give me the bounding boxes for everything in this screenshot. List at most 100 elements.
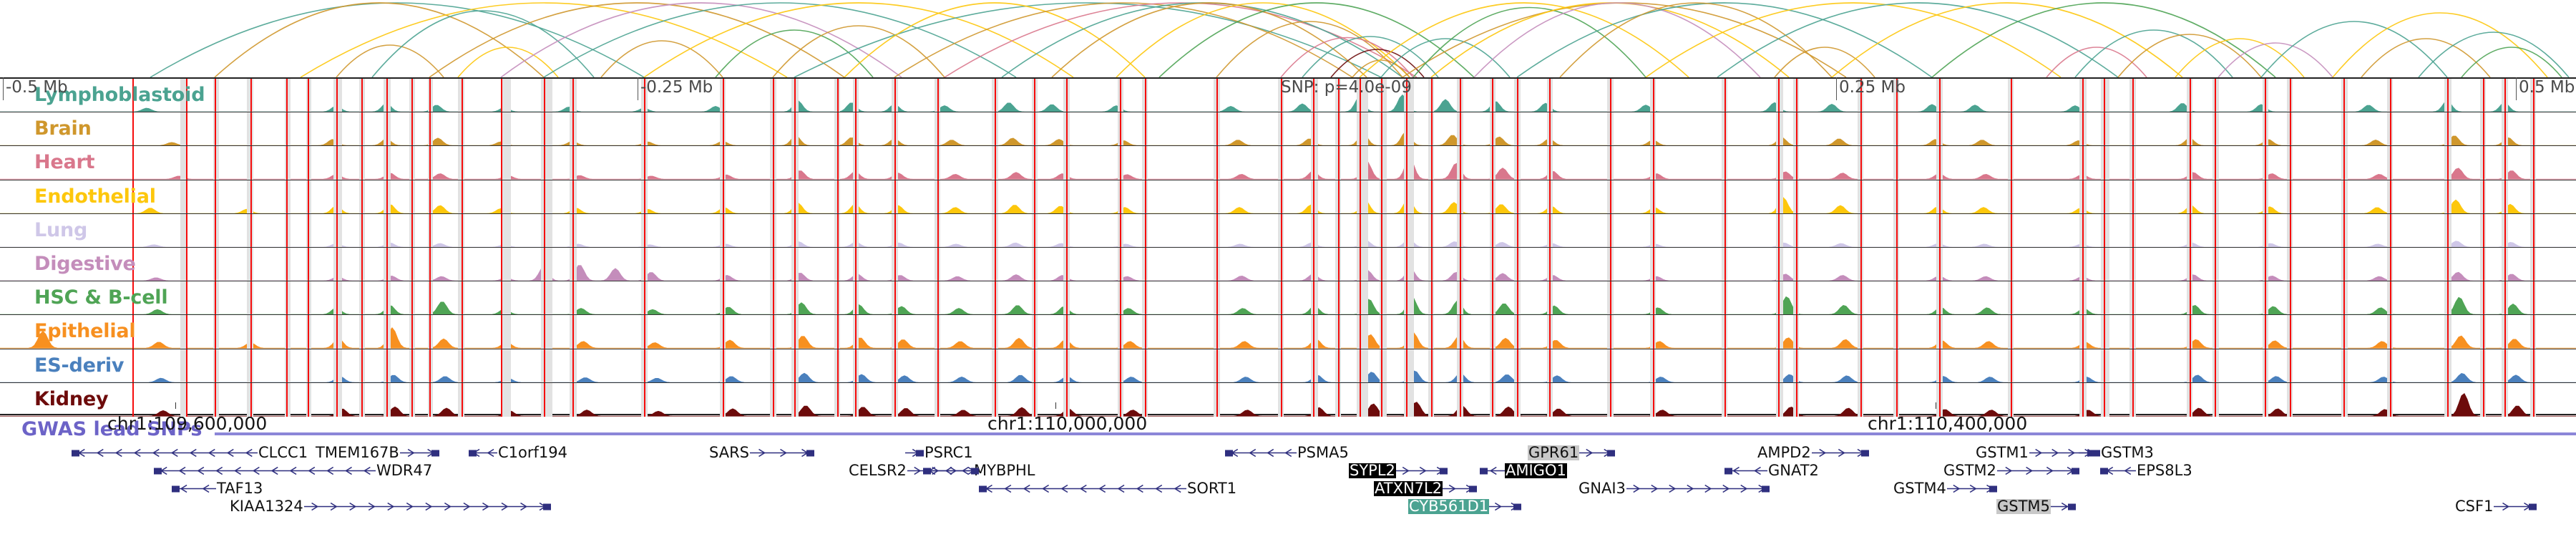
snp-marker (1492, 315, 1493, 349)
snp-marker (1216, 180, 1218, 213)
gene-annotation[interactable]: SYPL2 (1349, 462, 1448, 480)
snp-marker (336, 180, 338, 213)
snp-marker (2082, 281, 2084, 315)
snp-marker (1796, 112, 1797, 146)
snp-marker (132, 247, 134, 281)
gene-annotation[interactable]: ATXN7L2 (1374, 480, 1478, 498)
gene-body (1225, 448, 1297, 458)
snp-marker (308, 349, 309, 382)
highlight-column (1311, 315, 1318, 349)
gene-name-label: GPR61 (1528, 444, 1580, 461)
snp-marker (361, 79, 363, 112)
gene-annotation[interactable]: GNAT2 (1724, 462, 1820, 480)
snp-marker (1313, 180, 1314, 213)
snp-marker (1492, 247, 1493, 281)
snp-marker (429, 349, 431, 382)
snp-marker (2504, 281, 2506, 315)
snp-marker (336, 315, 338, 349)
snp-marker (2533, 146, 2534, 180)
snp-marker (1796, 382, 1797, 417)
loop-arc (2074, 29, 2233, 77)
snp-marker (855, 180, 857, 213)
snp-marker (794, 349, 796, 382)
snp-marker (2447, 349, 2449, 382)
track-label: Endothelial (34, 185, 156, 208)
snp-marker (2215, 180, 2216, 213)
snp-marker (2132, 146, 2134, 180)
gene-annotation[interactable]: EPS8L3 (2100, 462, 2193, 480)
snp-marker (2082, 247, 2084, 281)
snp-marker (894, 146, 896, 180)
loop-arc (371, 10, 595, 77)
gene-annotation[interactable]: CELSR2 (848, 462, 979, 480)
gene-annotation[interactable]: GSTM4 (1893, 480, 1997, 498)
snp-marker (336, 247, 338, 281)
gene-annotation[interactable]: GNAI3 (1578, 480, 1770, 498)
snp-marker (2504, 180, 2506, 213)
gene-annotation[interactable]: C1orf194 (469, 444, 568, 462)
snp-marker (837, 349, 839, 382)
gene-annotation[interactable]: CSF1 (2454, 498, 2537, 516)
snp-marker (1360, 79, 1361, 112)
snp-marker (2390, 180, 2391, 213)
gene-strand-track (399, 448, 439, 458)
snp-marker (2132, 247, 2134, 281)
snp-marker (1778, 112, 1780, 146)
gene-annotation[interactable]: SORT1 (979, 480, 1237, 498)
snp-marker (1896, 349, 1898, 382)
gene-annotation[interactable]: WDR47 (154, 462, 433, 480)
snp-marker (1281, 112, 1282, 146)
gene-annotation[interactable]: GSTM5 (1996, 498, 2076, 516)
snp-marker (2104, 382, 2105, 417)
gene-annotation[interactable]: KIAA1324 (229, 498, 551, 516)
highlight-column (458, 315, 464, 349)
snp-marker (2483, 247, 2484, 281)
gene-annotation[interactable]: GSTM2 (1943, 462, 2079, 480)
gene-annotation[interactable]: PSMA5 (1225, 444, 1350, 462)
highlight-column (501, 382, 511, 417)
gene-annotation[interactable]: PSRC1 (905, 444, 974, 462)
gene-annotation[interactable]: GSTM3 (2079, 444, 2155, 462)
gene-annotation[interactable]: GSTM1 (1975, 444, 2095, 462)
gene-annotation[interactable]: TMEM167B (315, 444, 439, 462)
snp-marker (186, 180, 187, 213)
snp-marker (386, 247, 388, 281)
highlight-column (333, 112, 342, 146)
snp-marker (1338, 112, 1340, 146)
gene-annotation[interactable]: SARS (708, 444, 815, 462)
gene-annotation[interactable]: AMPD2 (1757, 444, 1869, 462)
snp-marker (1216, 79, 1218, 112)
highlight-column (213, 180, 219, 213)
gene-name-label: CELSR2 (849, 462, 907, 479)
gene-annotation[interactable]: TAF13 (172, 480, 263, 498)
gene-name-label: GNAT2 (1768, 462, 1819, 479)
snp-marker (361, 247, 363, 281)
highlight-column (2101, 180, 2109, 213)
snp-marker (2215, 382, 2216, 417)
snp-marker (2483, 382, 2484, 417)
snp-marker (794, 112, 796, 146)
signal-track-epithelial: Epithelial (0, 315, 2576, 349)
gene-name-label: GNAI3 (1579, 480, 1626, 497)
gene-annotation[interactable]: CLCC1 (72, 444, 308, 462)
snp-marker (2290, 213, 2291, 247)
snp-marker (855, 247, 857, 281)
gene-annotation[interactable]: AMIGO1 (1480, 462, 1567, 480)
snp-marker (1610, 180, 1611, 213)
snp-marker (1120, 79, 1121, 112)
snp-marker (2265, 112, 2266, 146)
highlight-column (1380, 281, 1387, 315)
snp-marker (386, 281, 388, 315)
snp-marker (2082, 349, 2084, 382)
track-label: Lymphoblastoid (34, 84, 205, 107)
snp-marker (1460, 382, 1461, 417)
snp-marker (250, 146, 252, 180)
snp-marker (1360, 180, 1361, 213)
snp-marker (2390, 349, 2391, 382)
gene-annotation[interactable]: GPR61 (1528, 444, 1616, 462)
snp-marker (1406, 112, 1407, 146)
snp-marker (215, 281, 216, 315)
gene-annotation[interactable]: CYB561D1 (1408, 498, 1522, 516)
snp-marker (2290, 79, 2291, 112)
highlight-column (213, 247, 219, 281)
